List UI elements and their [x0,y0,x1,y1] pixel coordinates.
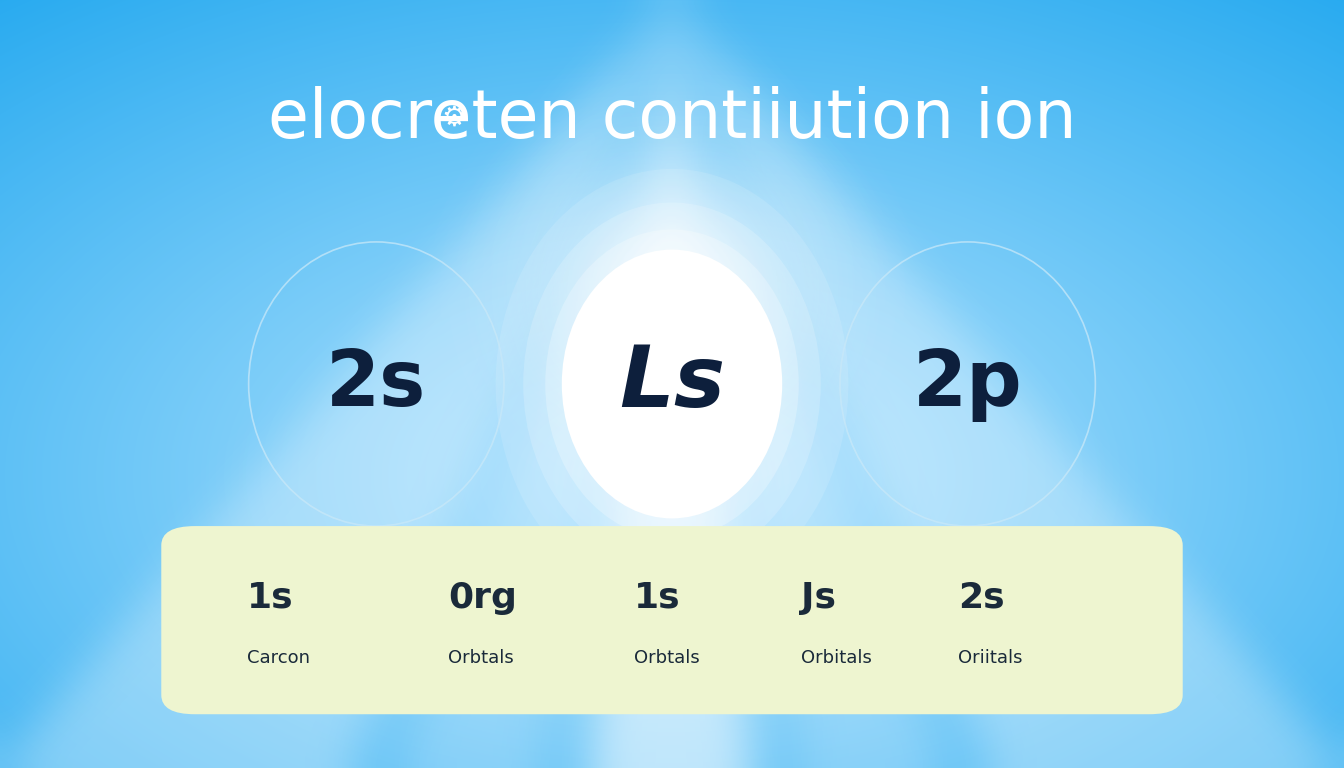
FancyBboxPatch shape [161,526,1183,714]
Text: 2s: 2s [327,346,426,422]
Text: Js: Js [801,581,836,614]
Text: Carcon: Carcon [247,649,310,667]
Text: elocreten contiiution ion: elocreten contiiution ion [267,86,1077,152]
Ellipse shape [523,203,821,565]
Text: 2s: 2s [958,581,1005,614]
Text: Orbtals: Orbtals [448,649,513,667]
Ellipse shape [562,250,782,518]
Text: 0rg: 0rg [448,581,516,614]
Text: ⚙: ⚙ [442,104,466,131]
Text: 1s: 1s [634,581,680,614]
Ellipse shape [496,169,848,599]
Text: Orbtals: Orbtals [634,649,700,667]
Text: 1s: 1s [247,581,294,614]
Text: Orbitals: Orbitals [801,649,872,667]
Ellipse shape [546,230,798,538]
Text: 2p: 2p [913,346,1023,422]
Text: Oriitals: Oriitals [958,649,1023,667]
Text: Ls: Ls [620,343,724,425]
